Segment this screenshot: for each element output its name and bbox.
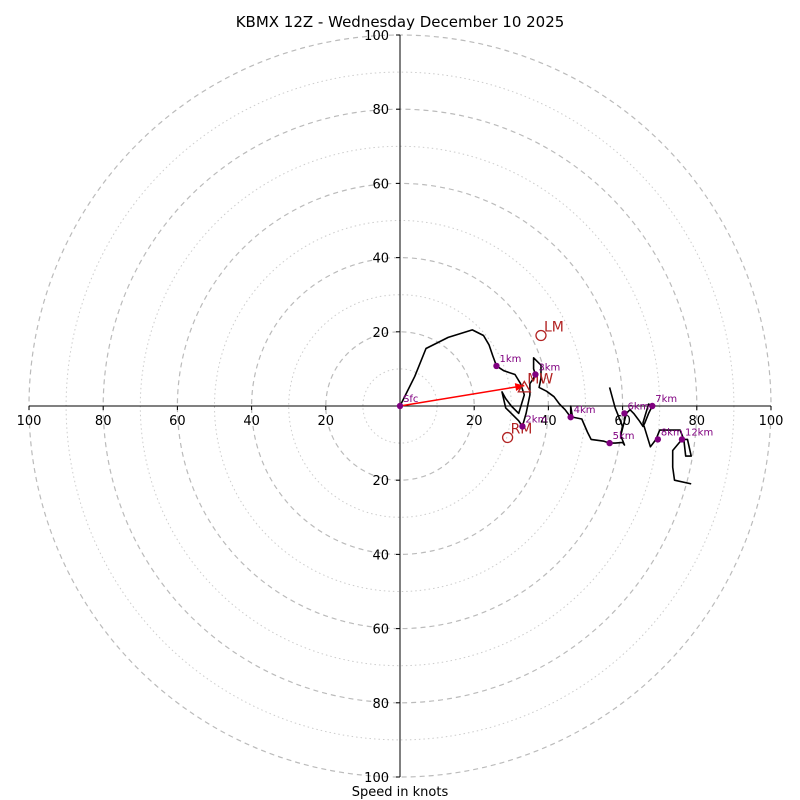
y-tick-label: 80 [372, 697, 389, 712]
x-tick-label: 100 [17, 414, 42, 429]
y-tick-label: 100 [364, 29, 389, 44]
y-tick-label: 40 [372, 548, 389, 563]
height-marker-12km [678, 436, 686, 443]
chart-title: KBMX 12Z - Wednesday December 10 2025 [236, 13, 565, 31]
storm-motion-mw-label: MW [527, 371, 553, 387]
height-marker-3km [532, 371, 539, 378]
y-tick-label: 20 [372, 474, 389, 489]
height-label-4km: 4km [574, 405, 596, 416]
height-label-2km: 2km [525, 414, 547, 425]
height-marker-7km [649, 402, 656, 410]
x-tick-label: 20 [466, 414, 483, 429]
height-label-6km: 6km [627, 401, 649, 412]
x-tick-label: 100 [759, 414, 784, 429]
height-label-12km: 12km [685, 427, 713, 438]
y-tick-label: 100 [364, 771, 389, 786]
mean-wind-vector [399, 383, 525, 407]
height-label-8km: 8km [661, 427, 683, 438]
mean-wind-arrow-shaft [399, 384, 525, 407]
storm-motion-mw-marker [517, 380, 532, 393]
storm-motion-rm-marker [501, 431, 514, 444]
hodograph-line-segment [608, 387, 624, 434]
height-marker-8km [654, 436, 662, 443]
y-tick-label: 60 [372, 623, 389, 638]
height-markers: Sfc 1km 2km 3km 4km 5km 6km 7km 8km 12km [396, 354, 713, 447]
height-label-sfc: Sfc [403, 394, 418, 405]
axis-ticks: 100 80 60 40 20 20 40 60 80 100100806040202040608… [17, 29, 784, 786]
y-tick-label: 20 [372, 326, 389, 341]
x-tick-label: 40 [540, 414, 557, 429]
height-label-3km: 3km [538, 362, 560, 373]
storm-motion-lm-marker [535, 329, 547, 342]
height-marker-5km [606, 439, 613, 447]
x-tick-label: 40 [243, 414, 260, 429]
x-tick-label: 80 [689, 414, 706, 429]
x-axis-label: Speed in knots [352, 785, 449, 800]
storm-motion-rm-label: RM [511, 422, 533, 438]
x-tick-label: 80 [95, 414, 112, 429]
x-tick-label: 20 [318, 414, 335, 429]
height-label-7km: 7km [655, 394, 677, 405]
x-tick-label: 60 [169, 414, 186, 429]
height-marker-sfc [396, 402, 404, 410]
height-marker-6km [621, 410, 628, 417]
height-marker-2km [519, 423, 526, 430]
height-label-5km: 5km [613, 431, 635, 442]
y-tick-label: 60 [372, 177, 389, 192]
height-label-1km: 1km [499, 354, 521, 365]
y-tick-label: 40 [372, 252, 389, 267]
height-marker-4km [567, 413, 574, 421]
height-marker-1km [493, 362, 500, 370]
y-tick-label: 80 [372, 103, 389, 118]
storm-motion-lm-label: LM [544, 320, 564, 336]
